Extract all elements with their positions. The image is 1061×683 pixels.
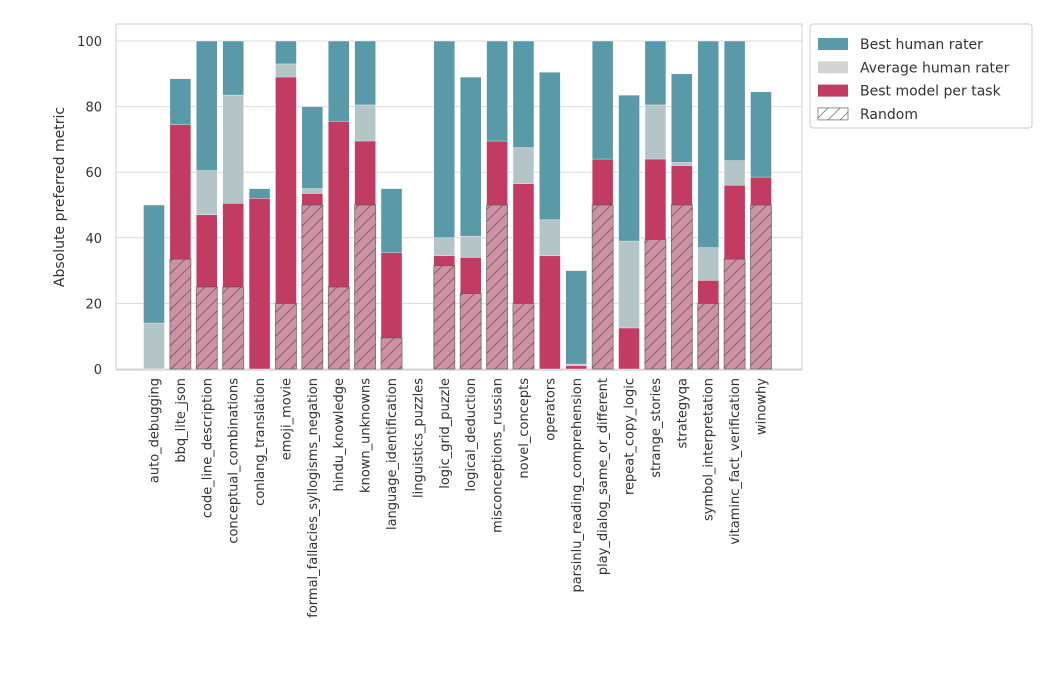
x-tick-label: logical_deduction: [464, 378, 479, 491]
y-tick-label: 60: [85, 166, 102, 181]
best-model-bar: [565, 365, 587, 370]
random-bar-hatch: [275, 303, 297, 369]
x-tick-label: strategyqa: [675, 378, 690, 448]
x-tick-label: conlang_translation: [253, 378, 268, 506]
y-axis-title: Absolute preferred metric: [52, 107, 68, 287]
random-bar-hatch: [512, 303, 534, 369]
bars: [143, 40, 772, 370]
x-tick-label: operators: [543, 378, 558, 441]
random-bar-hatch: [671, 205, 693, 369]
x-tick-label: parsinlu_reading_comprehension: [570, 378, 585, 593]
best-model-bar: [618, 327, 640, 370]
legend-box: [809, 23, 1033, 129]
x-tick-label: novel_concepts: [517, 378, 532, 479]
x-tick-label: hindu_knowledge: [332, 378, 347, 492]
x-tick-label: bbq_lite_json: [174, 378, 189, 463]
random-bar-hatch: [222, 287, 244, 369]
random-bar-hatch: [328, 287, 350, 369]
legend-item-random-label: Random: [860, 107, 918, 123]
x-tick-label: play_dialog_same_or_different: [596, 378, 611, 575]
legend: Best human rater Average human rater Best …: [809, 23, 1033, 129]
x-tick-label: language_identification: [385, 378, 400, 530]
x-tick-label: conceptual_combinations: [227, 378, 242, 544]
legend-item-average-human-swatch: [818, 61, 848, 74]
random-bar-hatch: [433, 265, 455, 369]
x-tick-label: repeat_copy_logic: [623, 378, 638, 495]
average-human-bar: [143, 322, 165, 370]
x-tick-label: emoji_movie: [279, 378, 294, 460]
x-tick-label: known_unknowns: [359, 378, 374, 493]
legend-item-best-human-swatch: [818, 38, 848, 50]
x-tick-label: formal_fallacies_syllogisms_negation: [306, 378, 321, 618]
best-human-bar: [565, 270, 587, 370]
x-tick-label: code_line_description: [200, 378, 215, 518]
y-tick-label: 80: [85, 101, 102, 116]
best-model-bar: [248, 198, 271, 370]
random-bar-hatch: [592, 205, 614, 369]
x-tick-labels: auto_debugging bbq_lite_json code_line_des…: [148, 378, 770, 618]
y-tick-label: 40: [85, 232, 102, 247]
random-bar-hatch: [196, 287, 218, 369]
random-bar-hatch: [169, 259, 191, 369]
random-bar-hatch: [381, 337, 403, 369]
x-tick-label: winowhy: [755, 378, 770, 435]
legend-item-best-model-label: Best model per task: [860, 84, 1002, 100]
random-bar-hatch: [460, 293, 482, 369]
y-tick-labels: 0 20 40 60 80 100: [77, 35, 102, 378]
random-bar-hatch: [644, 239, 666, 369]
random-bar-hatch: [724, 259, 746, 369]
x-tick-label: strange_stories: [649, 378, 664, 478]
random-bar-hatch: [750, 205, 772, 369]
y-tick-label: 0: [94, 363, 102, 378]
random-bar-hatch: [697, 303, 719, 369]
random-bar-hatch: [486, 205, 508, 369]
y-tick-label: 100: [77, 35, 102, 50]
legend-item-best-model-swatch: [818, 84, 848, 97]
legend-swatch-random-hatch: [818, 107, 848, 120]
random-bar-hatch: [301, 205, 323, 369]
x-tick-label: auto_debugging: [148, 378, 163, 483]
y-tick-label: 20: [85, 297, 102, 312]
random-bar-hatch: [354, 205, 376, 369]
legend-item-average-human-label: Average human rater: [860, 60, 1010, 76]
x-tick-label: logic_grid_puzzle: [438, 378, 453, 489]
x-tick-label: misconceptions_russian: [491, 378, 506, 533]
x-tick-label: symbol_interpretation: [702, 378, 717, 521]
x-tick-label: linguistics_puzzles: [411, 378, 426, 498]
legend-item-best-human-label: Best human rater: [860, 37, 983, 53]
best-model-bar: [539, 255, 561, 370]
x-tick-label: vitaminc_fact_verification: [728, 378, 743, 545]
